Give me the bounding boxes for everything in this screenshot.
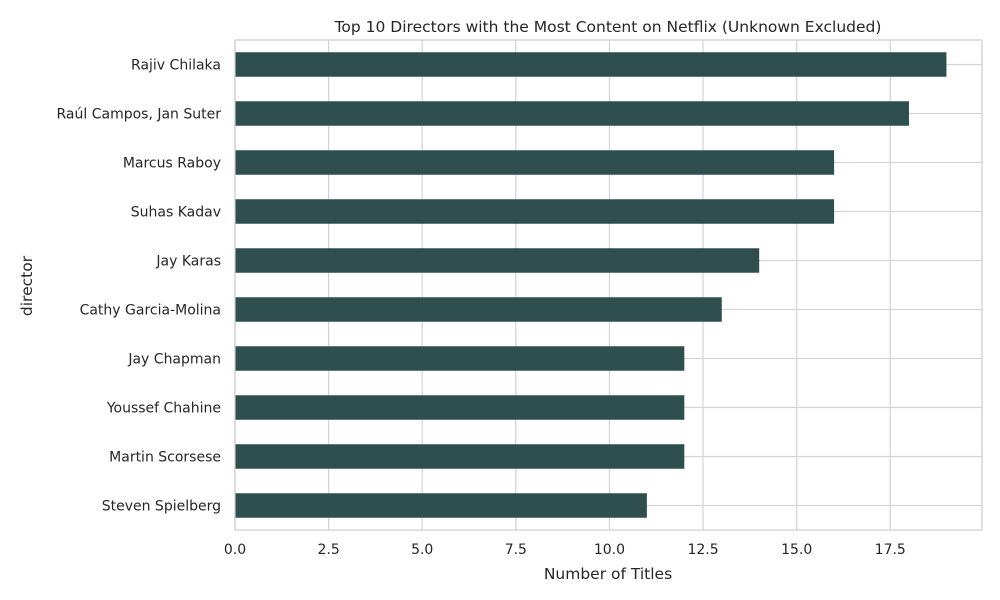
x-tick-label: 17.5 — [875, 542, 906, 558]
bar — [235, 297, 722, 322]
bars — [235, 52, 947, 518]
x-tick-labels: 0.0 2.5 5.0 7.5 10.0 12.5 15.0 17.5 — [224, 542, 906, 558]
x-tick-label: 0.0 — [224, 542, 246, 558]
y-tick-label: Jay Karas — [155, 254, 221, 270]
x-tick-label: 5.0 — [411, 542, 433, 558]
y-tick-label: Steven Spielberg — [102, 499, 221, 515]
y-tick-label: Suhas Kadav — [131, 205, 221, 221]
x-tick-label: 15.0 — [781, 542, 812, 558]
y-tick-label: Marcus Raboy — [123, 156, 221, 172]
bar — [235, 346, 685, 371]
y-tick-label: Rajiv Chilaka — [131, 58, 221, 74]
y-tick-label: Youssef Chahine — [106, 401, 221, 417]
bar — [235, 444, 685, 469]
x-tick-label: 10.0 — [594, 542, 625, 558]
bar — [235, 101, 909, 126]
y-tick-label: Raúl Campos, Jan Suter — [57, 107, 222, 123]
y-axis-label: director — [18, 255, 36, 316]
x-tick-label: 12.5 — [687, 542, 718, 558]
plot-frame — [234, 39, 983, 531]
bar — [235, 493, 647, 518]
y-tick-label: Cathy Garcia-Molina — [80, 303, 221, 319]
y-tick-label: Martin Scorsese — [109, 450, 221, 466]
bar — [235, 150, 835, 175]
y-tick-label: Jay Chapman — [127, 352, 221, 368]
x-axis-label: Number of Titles — [544, 565, 672, 583]
bar — [235, 248, 760, 273]
bar — [235, 395, 685, 420]
bar — [235, 199, 835, 224]
x-tick-label: 2.5 — [317, 542, 339, 558]
y-tick-labels: Rajiv Chilaka Raúl Campos, Jan Suter Marcu… — [57, 58, 222, 515]
bar — [235, 52, 947, 77]
chart-title: Top 10 Directors with the Most Content o… — [334, 18, 882, 36]
x-tick-label: 7.5 — [505, 542, 527, 558]
